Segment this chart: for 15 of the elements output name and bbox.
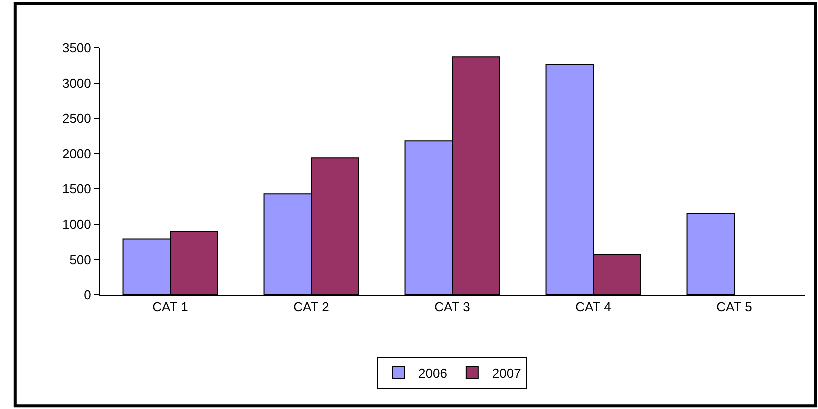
y-tick-label: 1000 bbox=[62, 216, 92, 232]
y-tick-label: 3500 bbox=[62, 40, 92, 56]
y-tick-label: 2500 bbox=[62, 111, 92, 126]
x-tick-label: CAT 1 bbox=[152, 300, 188, 315]
legend-label: 2007 bbox=[492, 366, 522, 381]
y-tick-label: 0 bbox=[84, 288, 92, 303]
legend-label: 2006 bbox=[418, 366, 448, 381]
x-tick-label: CAT 4 bbox=[576, 300, 612, 315]
y-tick-label: 1500 bbox=[62, 182, 92, 197]
x-tick-label: CAT 3 bbox=[434, 300, 470, 315]
y-tick-label: 2000 bbox=[62, 146, 92, 162]
x-tick-label: CAT 5 bbox=[716, 300, 752, 315]
x-tick-label: CAT 2 bbox=[294, 300, 330, 315]
y-tick-label: 3000 bbox=[62, 76, 92, 91]
y-tick-label: 500 bbox=[70, 252, 92, 268]
